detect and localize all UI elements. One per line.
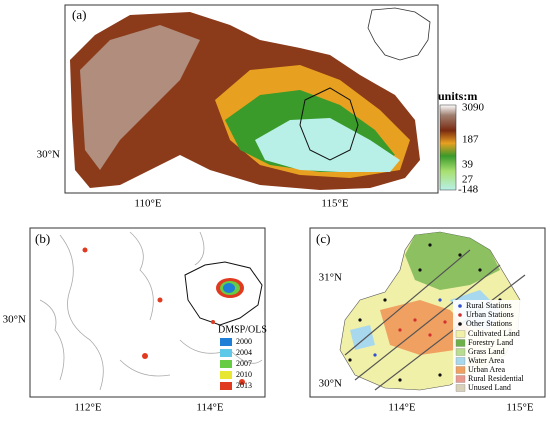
legend-label: Forestry Land [468, 338, 513, 347]
colorbar-label: 3090 [462, 102, 485, 114]
legend-dot [458, 313, 462, 317]
map-frame [29, 227, 266, 398]
legend-swatch [455, 384, 466, 392]
lon-label: 114°E [388, 402, 415, 414]
legend-dot [458, 322, 462, 326]
legend-label: Other Stations [466, 319, 512, 328]
lon-label: 115°E [506, 402, 533, 414]
legend-swatch [220, 349, 232, 357]
legend-label: 2013 [236, 381, 252, 390]
colorbar-label: 187 [462, 134, 479, 146]
transect-arrow [354, 264, 501, 381]
legend-label: 2004 [236, 348, 252, 357]
legend-swatch [455, 366, 466, 374]
panel-c: (c) 31°N 30°N 114°E 115°E Rural Stations… [309, 227, 546, 414]
panel-label: (a) [72, 7, 86, 22]
terrain-plain [255, 118, 400, 172]
legend-swatch [455, 339, 466, 347]
legend-label: Rural Residential [468, 374, 525, 383]
legend-label: Unused Land [468, 383, 511, 392]
legend-swatch [455, 357, 466, 365]
legend-label: Grass Land [468, 347, 505, 356]
wuhan-boundary [299, 87, 359, 161]
legend-label: Urban Stations [466, 310, 514, 319]
legend-swatch [220, 382, 232, 390]
transect-arrow [374, 274, 526, 391]
lon-label: 110°E [134, 198, 161, 210]
lon-label: 112°E [74, 402, 101, 414]
legend-label: Urban Area [468, 365, 506, 374]
legend-label: 2010 [236, 370, 252, 379]
town [142, 353, 148, 359]
legend-label: Cultivated Land [468, 329, 520, 338]
contour [39, 231, 263, 391]
panel-label: (b) [35, 231, 50, 246]
legend-swatch [455, 348, 466, 356]
legend-label: Rural Stations [466, 301, 512, 310]
china-inset [367, 7, 431, 61]
lat-label: 30°N [319, 378, 342, 390]
legend-swatch [455, 375, 466, 383]
legend-box [453, 300, 543, 395]
colorbar [439, 104, 457, 191]
legend-swatch [220, 338, 232, 346]
legend-label: Water Area [468, 356, 504, 365]
lat-label: 31°N [319, 272, 342, 284]
town [211, 320, 215, 324]
panel-label: (c) [316, 231, 330, 246]
legend-label: 2007 [236, 359, 252, 368]
legend-swatch [455, 330, 466, 338]
legend: 2000 2004 2007 2010 2013 [220, 337, 252, 390]
legend-label: 2000 [236, 337, 252, 346]
lat-label: 30°N [37, 149, 60, 161]
panel-a: (a) units:m 3090 187 39 27 -148 30°N 110… [37, 4, 485, 210]
legend-dot [458, 304, 462, 308]
legend-swatch [220, 360, 232, 368]
forest-area [405, 232, 500, 290]
town [82, 247, 88, 253]
lat-label: 30°N [3, 314, 26, 326]
colorbar-label: 39 [462, 159, 474, 171]
town [239, 379, 245, 385]
lon-label: 115°E [321, 198, 348, 210]
legend-title: DMSP/OLS [218, 324, 267, 335]
units-label: units:m [438, 89, 477, 103]
town [157, 297, 163, 303]
legend-swatch [220, 371, 232, 379]
urban-extent [223, 283, 235, 293]
urban-area [380, 300, 470, 355]
colorbar-label: -148 [458, 184, 479, 196]
terrain-peaks [80, 25, 200, 170]
panel-b: (b) 30°N 112°E 114°E DMSP/OLS 2000200420… [3, 227, 267, 414]
wuhan-boundary [184, 261, 263, 326]
transect-arrow [344, 249, 471, 356]
colorbar-label: 27 [462, 174, 474, 186]
lon-label: 114°E [196, 402, 223, 414]
urban-station-dots [398, 318, 447, 337]
